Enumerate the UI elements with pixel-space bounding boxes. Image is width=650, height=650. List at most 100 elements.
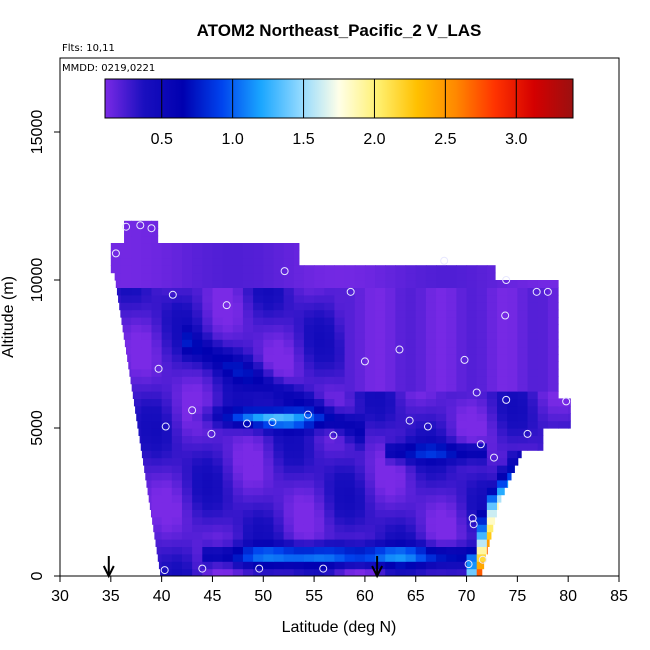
heatmap-cell — [273, 391, 285, 399]
heatmap-cell — [202, 368, 214, 377]
sample-point — [464, 560, 473, 569]
heatmap-cell — [303, 472, 315, 481]
heatmap-cell — [303, 531, 315, 540]
heatmap-cell — [283, 442, 295, 451]
sample-point — [405, 416, 414, 425]
heatmap-cell — [486, 354, 498, 362]
heatmap-cell — [242, 280, 254, 288]
heatmap-cell — [222, 383, 234, 392]
heatmap-cell — [181, 391, 193, 399]
heatmap-cell — [181, 361, 193, 370]
heatmap-cell — [497, 383, 508, 392]
heatmap-cell — [212, 287, 224, 296]
heatmap-cell — [415, 494, 427, 503]
heatmap-cell — [395, 354, 407, 362]
heatmap-cell — [202, 317, 214, 325]
heatmap-cell — [537, 287, 549, 296]
heatmap-cell — [212, 420, 224, 429]
heatmap-cell — [222, 257, 234, 266]
sample-point — [440, 256, 449, 265]
heatmap-cell — [385, 428, 396, 436]
heatmap-cell — [131, 235, 142, 244]
heatmap-cell — [415, 331, 427, 340]
heatmap-cell — [375, 287, 386, 296]
heatmap-cell — [273, 413, 285, 422]
heatmap-cell — [517, 442, 529, 451]
heatmap-cell — [283, 361, 295, 370]
heatmap-cell — [141, 287, 153, 296]
heatmap-cell — [253, 502, 264, 510]
heatmap-cell — [141, 413, 153, 422]
heatmap-cell — [161, 280, 173, 288]
colorbar-tick-label: 2.0 — [363, 131, 385, 148]
heatmap-cell — [171, 287, 183, 296]
heatmap-cell — [354, 346, 366, 355]
heatmap-cell — [354, 398, 366, 407]
heatmap-cell — [436, 524, 447, 533]
heatmap-cell — [415, 309, 427, 318]
heatmap-cell — [517, 435, 529, 444]
heatmap-cell — [171, 302, 183, 311]
heatmap-cell — [131, 354, 142, 362]
heatmap-cell — [324, 450, 336, 459]
heatmap-cell — [151, 257, 163, 266]
heatmap-cell — [171, 450, 183, 459]
heatmap-cell — [161, 494, 173, 503]
heatmap-cell — [128, 361, 132, 370]
heatmap-cell — [222, 287, 234, 296]
heatmap-cell — [466, 294, 478, 303]
heatmap-cell — [212, 516, 224, 525]
heatmap-cell — [151, 487, 163, 496]
heatmap-cell — [395, 502, 407, 510]
heatmap-cell — [171, 243, 183, 251]
heatmap-cell — [253, 524, 264, 533]
heatmap-cell — [486, 265, 496, 274]
heatmap-cell — [192, 509, 203, 518]
heatmap-cell — [283, 243, 295, 251]
heatmap-cell — [334, 420, 346, 429]
heatmap-cell — [314, 309, 325, 318]
heatmap-cell — [395, 287, 407, 296]
heatmap-cell — [110, 250, 122, 259]
heatmap-cell — [385, 479, 396, 488]
heatmap-cell — [171, 435, 183, 444]
heatmap-cell — [385, 435, 396, 444]
heatmap-cell — [385, 413, 396, 422]
heatmap-cell — [507, 294, 518, 303]
heatmap-cell — [232, 383, 244, 392]
heatmap-cell — [497, 435, 508, 444]
heatmap-cell — [425, 546, 437, 555]
heatmap-cell — [273, 272, 285, 281]
heatmap-cell — [425, 376, 437, 385]
heatmap-cell — [222, 450, 234, 459]
heatmap-cell — [171, 524, 183, 533]
colorbar-gradient — [104, 78, 574, 119]
heatmap-cell — [456, 420, 468, 429]
heatmap-cell — [537, 294, 549, 303]
heatmap-cell — [303, 405, 315, 414]
y-axis-label: Altitude (m) — [0, 276, 17, 358]
heatmap-cell — [242, 383, 254, 392]
heatmap-cell — [395, 442, 407, 451]
heatmap-cell — [405, 539, 417, 547]
heatmap-cell — [222, 553, 234, 562]
heatmap-cell — [507, 368, 518, 377]
heatmap-cell — [507, 331, 518, 340]
heatmap-cell — [425, 465, 437, 473]
heatmap-cell — [283, 324, 295, 333]
heatmap-cell — [436, 465, 447, 473]
heatmap-cell — [425, 435, 437, 444]
heatmap-cell — [314, 531, 325, 540]
heatmap-cell — [425, 539, 437, 547]
heatmap-cell — [212, 354, 224, 362]
heatmap-cell — [446, 539, 457, 547]
heatmap-cell — [446, 472, 457, 481]
heatmap-cell — [222, 561, 234, 570]
heatmap-cell — [171, 376, 183, 385]
heatmap-cell — [415, 509, 427, 518]
heatmap-cell — [303, 457, 315, 466]
heatmap-cell — [283, 450, 295, 459]
sample-point — [303, 410, 312, 419]
heatmap-cell — [456, 465, 468, 473]
heatmap-cell — [161, 354, 173, 362]
